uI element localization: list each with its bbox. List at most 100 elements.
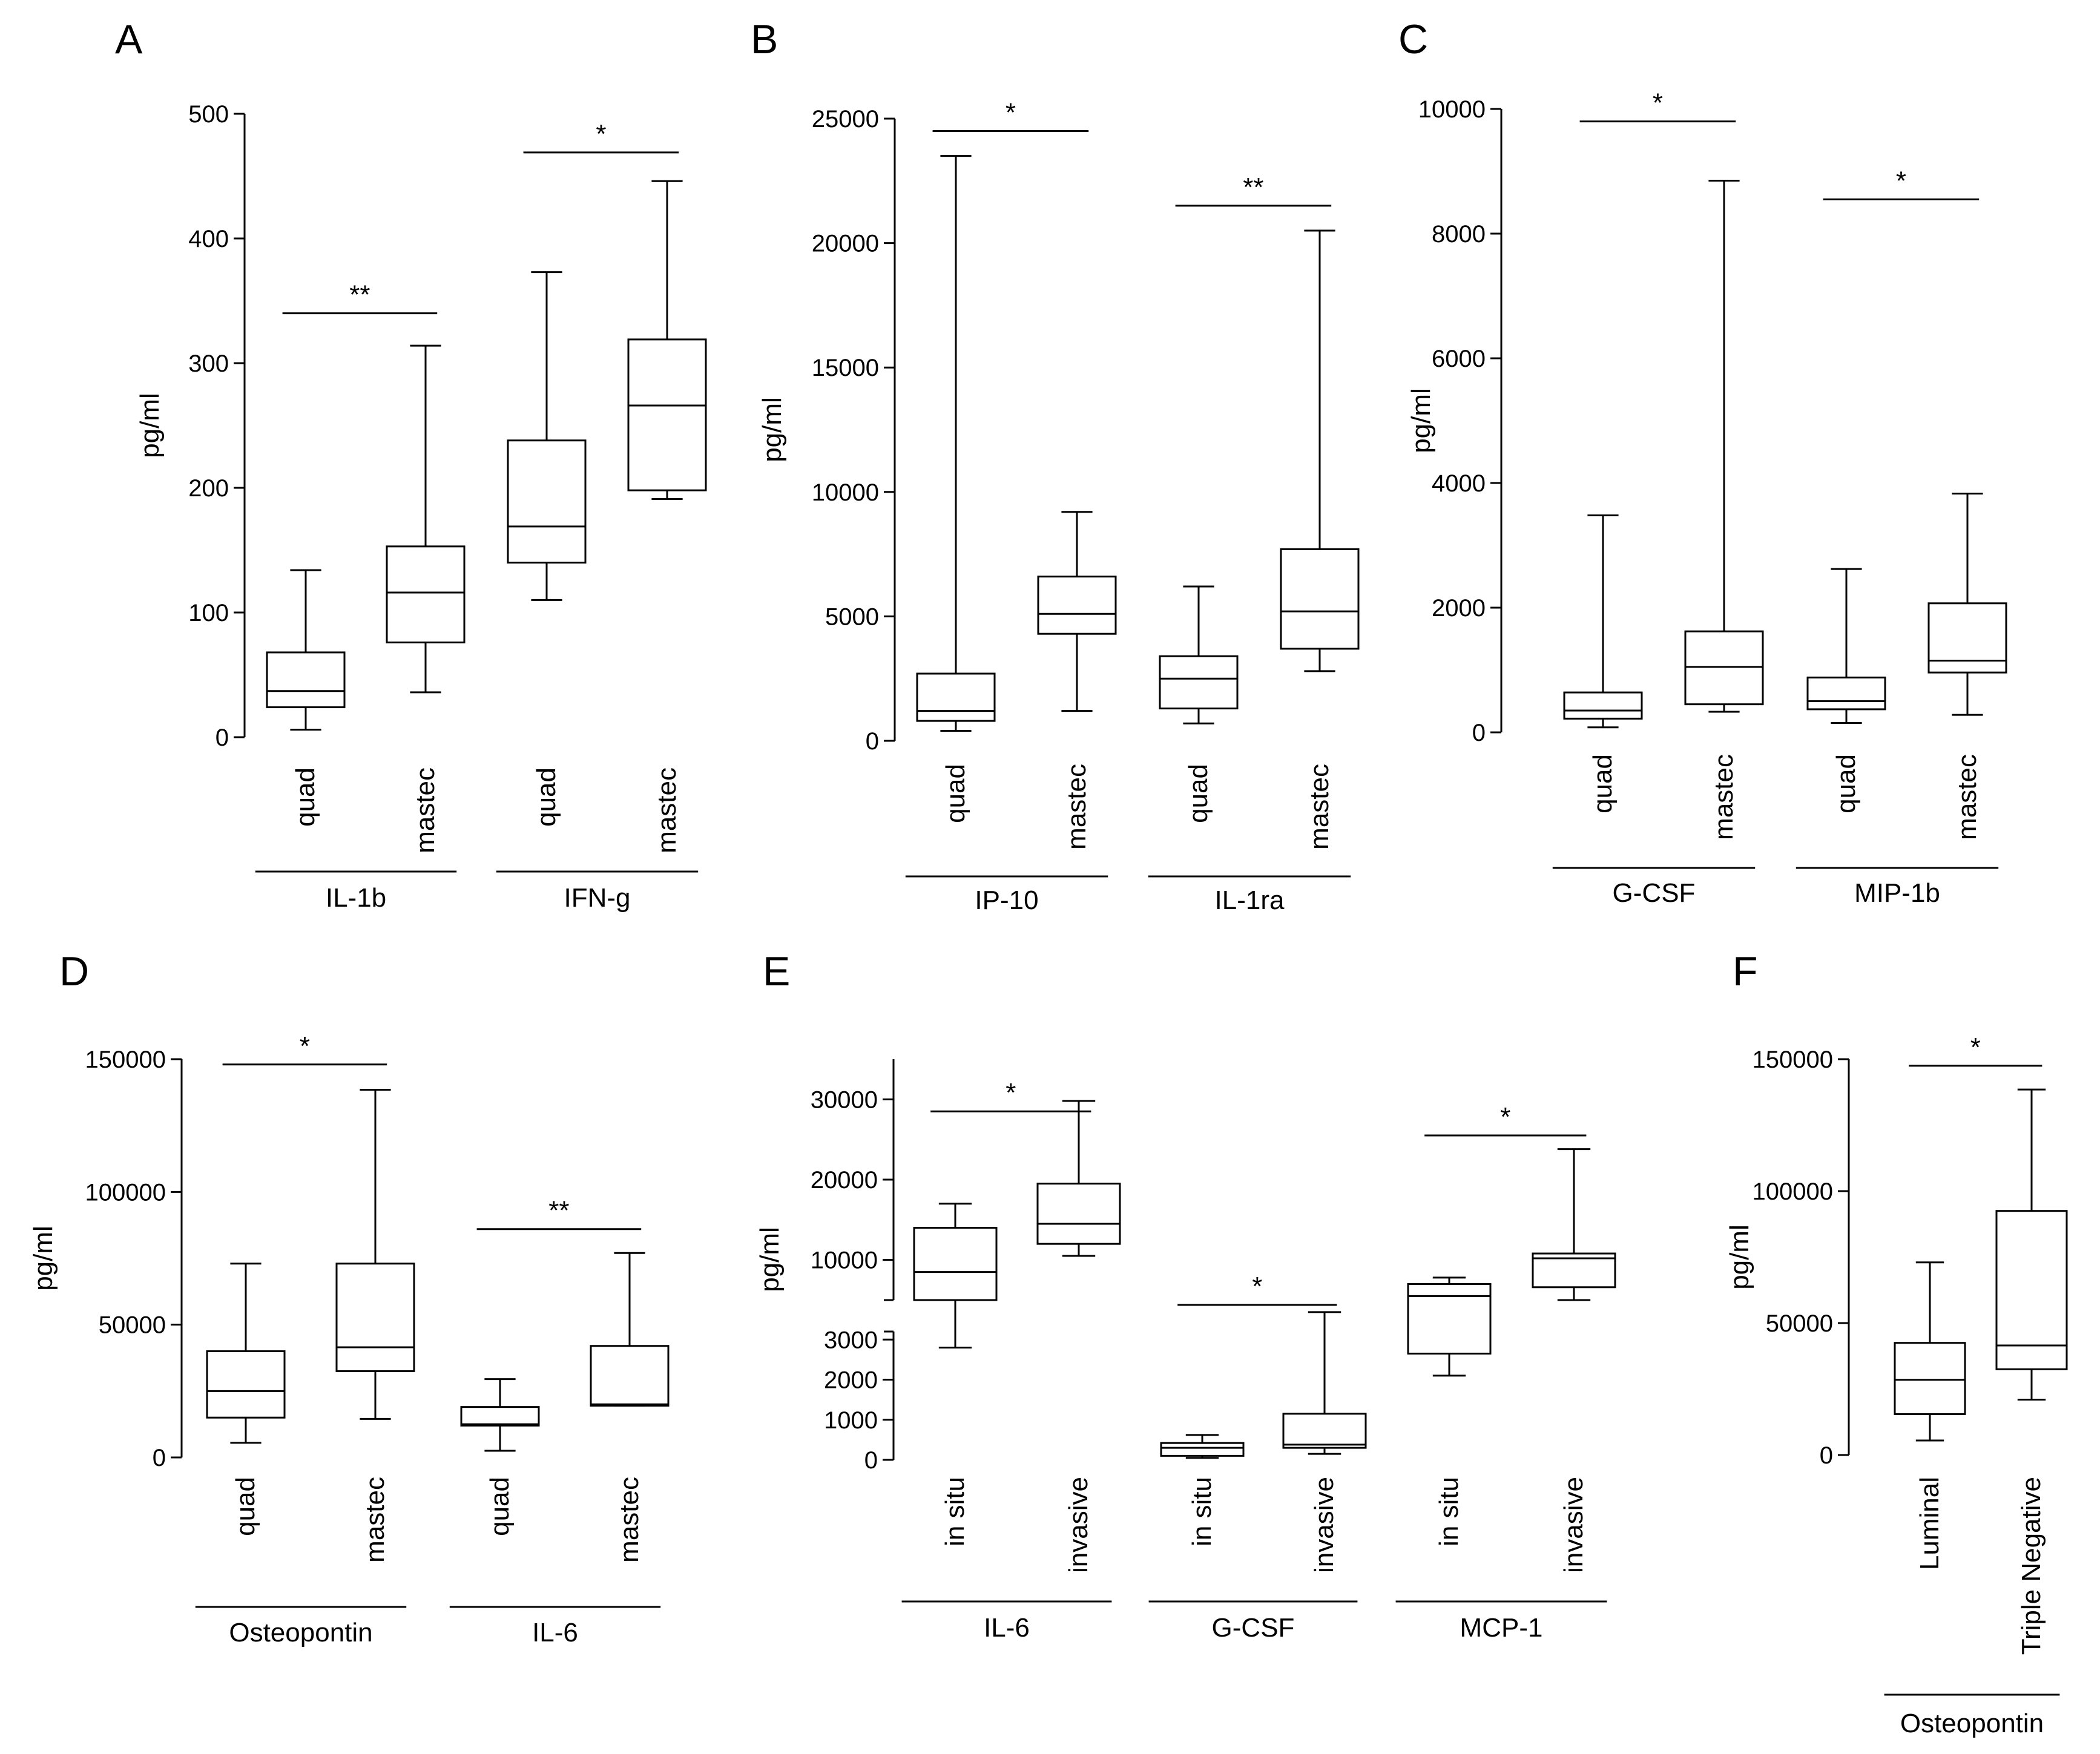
box-3 — [1282, 1311, 1367, 1455]
box-iqr — [460, 1406, 540, 1427]
y-axis-label: pg/ml — [135, 393, 165, 458]
y-tick-label: 1000 — [824, 1407, 878, 1434]
panel-letter: E — [763, 948, 790, 994]
category-label: in situ — [1434, 1477, 1464, 1546]
box-1 — [1037, 511, 1117, 712]
category-label: quad — [941, 764, 970, 823]
category-label: mastec — [410, 767, 440, 853]
box-iqr — [1280, 548, 1360, 650]
significance-label: * — [1653, 88, 1663, 118]
box-iqr — [590, 1345, 670, 1407]
box-iqr — [1282, 1413, 1367, 1449]
box-iqr — [1806, 676, 1886, 711]
y-tick-label: 6000 — [1432, 346, 1486, 372]
y-axis-label: pg/ml — [1406, 388, 1436, 453]
y-tick-label: 200 — [188, 475, 229, 502]
category-label: quad — [291, 767, 320, 827]
category-label: quad — [532, 767, 561, 827]
significance-label: * — [1252, 1272, 1262, 1301]
box-2 — [1160, 1434, 1245, 1459]
significance-label: * — [1970, 1033, 1981, 1062]
box-0 — [266, 569, 346, 731]
category-label: mastec — [652, 767, 682, 853]
y-tick-label: 5000 — [825, 603, 879, 630]
y-tick-label: 4000 — [1432, 470, 1486, 497]
group-label: Osteopontin — [1900, 1709, 2044, 1738]
y-tick-label: 0 — [864, 1447, 878, 1474]
box-3 — [1280, 229, 1360, 672]
category-label: mastec — [1305, 764, 1334, 850]
group-label: IFN-g — [564, 883, 631, 913]
box-3 — [1927, 493, 2007, 716]
category-label: mastec — [1952, 754, 1982, 840]
y-tick-label: 100 — [188, 600, 229, 626]
panel-letter: D — [59, 948, 89, 994]
box-1 — [1036, 1100, 1121, 1257]
box-iqr — [916, 672, 996, 722]
box-iqr — [266, 651, 346, 709]
group-label: IL-1ra — [1215, 885, 1285, 915]
panel-c: C 0 2000 4000 6000 8000 10000 pg/ml quad mastec qu… — [1398, 16, 2007, 908]
panel-e: E 0 1000 2000 3000 10000 20000 30000 pg/ml in sit… — [755, 948, 1616, 1643]
y-tick-label: 8000 — [1432, 221, 1486, 248]
category-label: mastec — [360, 1477, 390, 1563]
panel-f: F 0 50000 100000 150000 pg/ml Luminal Triple Ne… — [1725, 948, 2068, 1738]
category-label: invasive — [1309, 1477, 1339, 1573]
box-iqr — [1927, 602, 2007, 674]
group-label: G-CSF — [1212, 1613, 1295, 1643]
category-label: mastec — [614, 1477, 644, 1563]
box-2 — [507, 271, 587, 601]
y-tick-label: 0 — [866, 728, 879, 755]
y-tick-label: 150000 — [1753, 1046, 1833, 1073]
group-label: G-CSF — [1613, 878, 1696, 908]
y-tick-label: 25000 — [812, 106, 879, 133]
box-iqr — [627, 338, 707, 491]
y-tick-label: 10000 — [812, 479, 879, 506]
y-tick-label: 0 — [1820, 1442, 1833, 1469]
category-label: quad — [1183, 764, 1213, 823]
y-tick-label: 50000 — [1766, 1310, 1833, 1337]
group-label: MCP-1 — [1460, 1613, 1543, 1643]
panel-d: D 0 50000 100000 150000 pg/ml quad mastec quad ma… — [28, 948, 670, 1647]
y-tick-label: 10000 — [811, 1247, 878, 1274]
box-iqr — [1407, 1283, 1492, 1355]
category-label: Luminal — [1915, 1477, 1944, 1570]
box-1 — [1684, 179, 1764, 713]
y-tick-label: 2000 — [1432, 595, 1486, 622]
y-tick-label: 15000 — [812, 355, 879, 381]
box-0 — [1894, 1261, 1966, 1442]
category-label: in situ — [1187, 1477, 1217, 1546]
y-tick-label: 150000 — [85, 1046, 166, 1073]
box-iqr — [1563, 691, 1643, 720]
significance-label: * — [300, 1031, 310, 1061]
significance-label: * — [596, 119, 606, 149]
box-iqr — [1995, 1210, 2068, 1370]
panel-letter: B — [751, 16, 778, 62]
box-iqr — [335, 1263, 415, 1372]
significance-label: ** — [548, 1196, 569, 1226]
group-label: IP-10 — [975, 885, 1038, 915]
y-tick-label: 2000 — [824, 1367, 878, 1394]
box-iqr — [1894, 1342, 1966, 1415]
box-2 — [1806, 568, 1886, 724]
y-tick-label: 100000 — [85, 1179, 166, 1206]
box-1 — [386, 344, 466, 694]
category-label: invasive — [1064, 1477, 1093, 1573]
group-label: IL-1b — [326, 883, 386, 913]
panel-letter: A — [115, 16, 143, 62]
category-label: mastec — [1709, 754, 1739, 840]
category-label: in situ — [940, 1477, 970, 1546]
y-tick-label: 300 — [188, 350, 229, 377]
significance-label: ** — [1243, 172, 1263, 202]
box-0 — [913, 1203, 998, 1348]
box-iqr — [206, 1350, 286, 1419]
y-tick-label: 100000 — [1753, 1178, 1833, 1205]
category-label: quad — [231, 1477, 260, 1536]
significance-label: * — [1896, 166, 1906, 195]
group-label: MIP-1b — [1854, 878, 1940, 908]
y-axis-label: pg/ml — [28, 1226, 58, 1291]
y-tick-label: 20000 — [812, 231, 879, 257]
box-2 — [1159, 585, 1239, 724]
box-iqr — [1036, 1183, 1121, 1245]
category-label: quad — [1831, 754, 1861, 813]
